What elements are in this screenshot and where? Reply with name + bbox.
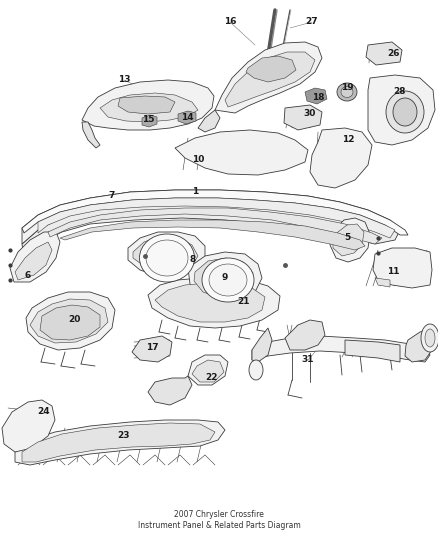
Text: 24: 24 xyxy=(38,408,50,416)
Text: 31: 31 xyxy=(302,356,314,365)
Polygon shape xyxy=(333,224,364,256)
Polygon shape xyxy=(15,242,52,280)
Ellipse shape xyxy=(209,264,247,296)
Text: 2007 Chrysler Crossfire
Instrument Panel & Related Parts Diagram: 2007 Chrysler Crossfire Instrument Panel… xyxy=(138,510,300,530)
Polygon shape xyxy=(2,400,55,452)
Polygon shape xyxy=(192,360,224,382)
Polygon shape xyxy=(82,80,214,130)
Text: 16: 16 xyxy=(224,18,236,27)
Polygon shape xyxy=(22,423,215,462)
Polygon shape xyxy=(366,42,402,65)
Text: 6: 6 xyxy=(25,271,31,280)
Polygon shape xyxy=(198,110,220,132)
Text: 9: 9 xyxy=(222,273,228,282)
Text: 14: 14 xyxy=(181,112,193,122)
Polygon shape xyxy=(22,190,408,235)
Text: 20: 20 xyxy=(68,316,80,325)
Polygon shape xyxy=(246,56,296,82)
Ellipse shape xyxy=(249,360,263,380)
Polygon shape xyxy=(38,198,395,238)
Ellipse shape xyxy=(139,234,194,282)
Ellipse shape xyxy=(337,83,357,101)
Polygon shape xyxy=(133,236,198,272)
Polygon shape xyxy=(252,328,272,362)
Polygon shape xyxy=(178,111,196,124)
Text: 17: 17 xyxy=(146,343,158,352)
Polygon shape xyxy=(30,299,108,343)
Text: 7: 7 xyxy=(109,191,115,200)
Polygon shape xyxy=(345,340,400,362)
Polygon shape xyxy=(175,130,308,175)
Text: 8: 8 xyxy=(190,255,196,264)
Polygon shape xyxy=(252,336,430,362)
Text: 23: 23 xyxy=(118,431,130,440)
Polygon shape xyxy=(40,305,100,340)
Text: 10: 10 xyxy=(192,156,204,165)
Text: 26: 26 xyxy=(387,49,399,58)
Ellipse shape xyxy=(146,240,188,276)
Polygon shape xyxy=(148,376,192,405)
Ellipse shape xyxy=(341,86,353,98)
Polygon shape xyxy=(188,355,228,385)
Ellipse shape xyxy=(202,258,254,302)
Text: 15: 15 xyxy=(142,116,154,125)
Polygon shape xyxy=(60,220,365,250)
Polygon shape xyxy=(100,93,198,122)
Text: 13: 13 xyxy=(118,76,130,85)
Polygon shape xyxy=(22,190,400,258)
Polygon shape xyxy=(15,420,225,465)
Text: 18: 18 xyxy=(312,93,324,101)
Text: 22: 22 xyxy=(206,373,218,382)
Ellipse shape xyxy=(386,91,424,133)
Polygon shape xyxy=(26,292,115,350)
Ellipse shape xyxy=(393,98,417,126)
Polygon shape xyxy=(375,278,390,287)
Text: 1: 1 xyxy=(192,188,198,197)
Polygon shape xyxy=(128,232,205,276)
Polygon shape xyxy=(118,96,175,114)
Text: 12: 12 xyxy=(342,134,354,143)
Polygon shape xyxy=(225,52,315,107)
Polygon shape xyxy=(10,232,60,282)
Polygon shape xyxy=(368,75,435,145)
Polygon shape xyxy=(48,208,382,244)
Polygon shape xyxy=(285,320,325,350)
Polygon shape xyxy=(142,115,157,127)
Polygon shape xyxy=(148,278,280,328)
Polygon shape xyxy=(188,252,262,302)
Text: 5: 5 xyxy=(344,232,350,241)
Text: 19: 19 xyxy=(341,84,353,93)
Polygon shape xyxy=(22,192,130,244)
Polygon shape xyxy=(330,218,370,262)
Text: 28: 28 xyxy=(394,86,406,95)
Text: 30: 30 xyxy=(304,109,316,117)
Polygon shape xyxy=(284,105,322,130)
Polygon shape xyxy=(82,122,100,148)
Polygon shape xyxy=(405,328,435,362)
Polygon shape xyxy=(305,88,327,104)
Polygon shape xyxy=(194,258,253,298)
Polygon shape xyxy=(373,248,432,288)
Ellipse shape xyxy=(425,329,435,347)
Polygon shape xyxy=(132,336,172,362)
Polygon shape xyxy=(215,42,322,113)
Polygon shape xyxy=(155,283,265,322)
Polygon shape xyxy=(310,128,372,188)
Text: 11: 11 xyxy=(387,266,399,276)
Text: 21: 21 xyxy=(237,297,249,306)
Text: 27: 27 xyxy=(306,18,318,27)
Ellipse shape xyxy=(421,324,438,352)
